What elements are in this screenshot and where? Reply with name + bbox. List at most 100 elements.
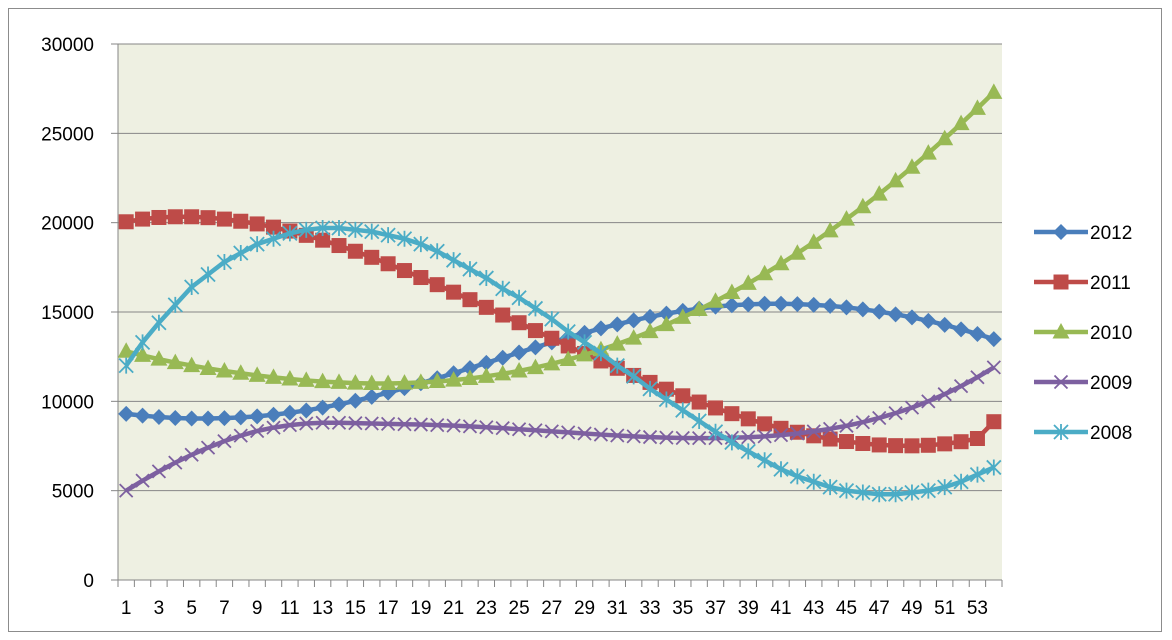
gridlines <box>118 43 1002 492</box>
data-point-2012 <box>625 312 642 329</box>
series-line-2008 <box>124 225 995 497</box>
legend-marker-2009 <box>1053 374 1069 390</box>
data-point-2008 <box>216 253 233 270</box>
data-point-2011 <box>396 263 412 279</box>
legend-marker-2010 <box>1052 323 1070 339</box>
data-point-2008 <box>756 452 773 469</box>
x-tick-label: 33 <box>639 598 660 619</box>
data-point-2012 <box>740 296 757 313</box>
data-point-2009 <box>380 416 396 431</box>
data-point-2012 <box>805 296 822 313</box>
series-2008 <box>118 220 1002 503</box>
data-point-2012 <box>887 306 904 323</box>
data-point-2009 <box>495 420 510 436</box>
legend-item-2011: 2011 <box>1034 273 1131 294</box>
data-point-2008 <box>511 289 527 306</box>
data-point-2010 <box>952 114 970 131</box>
data-point-2012 <box>200 410 217 427</box>
data-point-2010 <box>183 356 201 373</box>
data-point-2009 <box>822 421 838 436</box>
data-point-2008 <box>118 357 134 374</box>
data-point-2008 <box>937 479 953 496</box>
data-point-2011 <box>151 209 167 225</box>
x-tick-label: 13 <box>312 598 333 619</box>
data-point-2009 <box>282 417 298 433</box>
data-point-2009 <box>872 410 887 426</box>
data-point-2011 <box>511 315 527 331</box>
data-point-2009 <box>446 418 461 433</box>
data-point-2009 <box>626 429 641 444</box>
legend-label-2012: 2012 <box>1090 223 1132 244</box>
data-point-2012 <box>167 409 184 426</box>
legend-item-2012: 2012 <box>1034 223 1132 244</box>
data-point-2009 <box>888 405 903 421</box>
y-tick-label: 0 <box>83 571 94 592</box>
data-point-2010 <box>428 372 446 389</box>
data-point-2009 <box>250 423 265 439</box>
x-tick-label: 23 <box>476 598 497 619</box>
data-point-2010 <box>445 371 463 387</box>
data-point-2011 <box>691 394 707 410</box>
data-point-2008 <box>953 473 969 490</box>
data-point-2012 <box>265 406 282 423</box>
data-point-2011 <box>462 292 478 308</box>
data-point-2009 <box>659 430 674 445</box>
data-point-2010 <box>363 374 381 390</box>
data-point-2008 <box>773 461 789 478</box>
data-point-2012 <box>985 331 1002 348</box>
data-point-2009 <box>299 416 314 431</box>
data-point-2008 <box>544 311 560 328</box>
x-tick-label: 5 <box>186 598 197 619</box>
data-point-2011 <box>658 381 674 397</box>
data-point-2012 <box>953 321 970 338</box>
data-point-2010 <box>739 274 757 290</box>
legend-item-2010: 2010 <box>1034 323 1132 344</box>
data-point-2011 <box>838 434 854 450</box>
data-point-2009 <box>561 425 576 440</box>
data-point-2009 <box>773 427 789 443</box>
data-point-2012 <box>461 360 478 377</box>
x-tick-label: 49 <box>901 598 922 619</box>
data-point-2012 <box>969 325 986 342</box>
x-tick-label: 45 <box>836 598 857 619</box>
x-tick-label: 47 <box>869 598 890 619</box>
data-point-2008 <box>855 484 871 501</box>
data-point-2009 <box>642 429 658 445</box>
x-tick-label: 41 <box>770 598 791 619</box>
legend-label-2008: 2008 <box>1090 423 1132 444</box>
data-point-2011 <box>315 232 331 248</box>
data-point-2009 <box>151 464 167 479</box>
data-point-2012 <box>478 354 495 371</box>
x-tick-label: 43 <box>803 598 824 619</box>
data-point-2012 <box>527 339 544 356</box>
data-point-2011 <box>200 210 216 226</box>
data-point-2012 <box>789 296 806 313</box>
data-point-2011 <box>708 400 724 416</box>
data-point-2012 <box>592 320 609 337</box>
data-point-2008 <box>396 230 413 247</box>
data-point-2009 <box>839 418 854 433</box>
data-point-2008 <box>642 380 658 397</box>
data-point-2008 <box>478 270 494 287</box>
data-point-2012 <box>854 301 871 318</box>
data-point-2009 <box>331 415 347 430</box>
data-point-2008 <box>593 345 609 362</box>
x-tick-label: 35 <box>672 598 693 619</box>
data-point-2012 <box>756 295 773 312</box>
data-point-2012 <box>314 399 331 416</box>
data-point-2009 <box>266 420 281 435</box>
data-point-2008 <box>298 221 314 238</box>
data-point-2009 <box>986 360 1001 375</box>
data-point-2010 <box>641 322 659 339</box>
series-line-2009 <box>125 365 995 493</box>
data-point-2012 <box>903 309 920 326</box>
data-point-2011 <box>953 434 969 450</box>
data-point-2009 <box>233 428 248 443</box>
data-point-2009 <box>953 379 969 394</box>
data-point-2012 <box>216 410 233 427</box>
legend-label-2011: 2011 <box>1090 273 1131 294</box>
data-point-2010 <box>788 244 806 260</box>
data-point-2012 <box>134 407 151 424</box>
y-tick-label: 30000 <box>41 35 94 56</box>
